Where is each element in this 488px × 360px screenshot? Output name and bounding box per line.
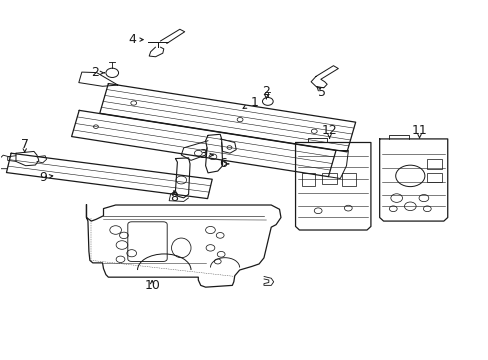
Text: 8: 8 bbox=[170, 191, 178, 204]
Text: 12: 12 bbox=[321, 124, 337, 137]
Bar bbox=[321, 173, 336, 184]
Bar bbox=[427, 174, 441, 182]
Text: 7: 7 bbox=[20, 138, 29, 151]
Text: 3: 3 bbox=[199, 148, 207, 162]
Text: 10: 10 bbox=[144, 279, 160, 292]
Text: 4: 4 bbox=[128, 33, 136, 46]
Text: 9: 9 bbox=[39, 171, 46, 184]
Text: 6: 6 bbox=[218, 157, 226, 170]
Bar bbox=[427, 159, 441, 169]
Bar bbox=[301, 173, 314, 186]
Text: 1: 1 bbox=[250, 96, 258, 109]
Text: 5: 5 bbox=[318, 86, 325, 99]
Bar bbox=[342, 173, 355, 186]
Text: 2: 2 bbox=[262, 85, 270, 98]
Text: 2: 2 bbox=[91, 66, 99, 79]
Text: 11: 11 bbox=[411, 124, 427, 137]
